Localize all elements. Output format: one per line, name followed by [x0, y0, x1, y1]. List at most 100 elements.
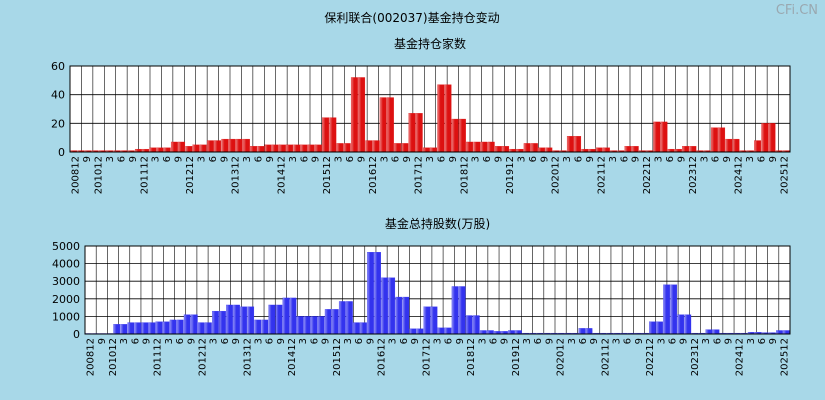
x-tick-label: 9: [539, 156, 550, 162]
x-tick-label: 3: [522, 338, 533, 344]
bar: [278, 144, 286, 153]
bar: [480, 141, 488, 153]
x-tick-label: 9: [186, 338, 197, 344]
x-tick-label: 6: [208, 156, 219, 162]
bar: [631, 146, 639, 153]
x-tick-label: 6: [482, 156, 493, 162]
x-tick-label: 3: [612, 338, 623, 344]
x-tick-label: 6: [665, 156, 676, 162]
bar: [286, 144, 294, 153]
x-tick-label: 6: [436, 156, 447, 162]
bar: [345, 301, 353, 335]
x-tick-label: 6: [668, 338, 679, 344]
bar: [388, 277, 396, 335]
x-tick-label: 3: [477, 338, 488, 344]
x-tick-label: 9: [142, 338, 153, 344]
bar: [451, 286, 459, 335]
bar: [677, 314, 685, 335]
bar: [386, 97, 394, 153]
x-tick-label: 6: [712, 338, 723, 344]
x-tick-label: 202412: [734, 156, 745, 194]
bar: [422, 147, 430, 153]
x-tick-label: 3: [746, 338, 757, 344]
bar: [240, 306, 247, 335]
x-tick-label: 6: [444, 338, 455, 344]
x-tick-label: 6: [309, 338, 320, 344]
x-tick-label: 6: [399, 338, 410, 344]
y-tick-label: 40: [51, 89, 65, 102]
bar: [204, 322, 212, 335]
bar: [331, 309, 339, 335]
bar: [523, 143, 531, 153]
x-tick-label: 9: [321, 338, 332, 344]
bar: [444, 327, 452, 335]
x-tick-label: 202012: [556, 338, 567, 376]
x-tick-label: 201612: [377, 338, 388, 376]
bar: [472, 315, 480, 335]
bar: [149, 147, 157, 153]
chart-title: 基金总持股数(万股): [385, 216, 490, 231]
bar: [545, 147, 553, 153]
bar: [578, 328, 586, 335]
x-tick-label: 9: [589, 338, 600, 344]
bar: [732, 138, 740, 153]
x-tick-label: 6: [162, 156, 173, 162]
bar: [725, 138, 733, 153]
bar: [206, 140, 214, 153]
x-tick-label: 202012: [551, 156, 562, 194]
x-tick-label: 9: [448, 156, 459, 162]
bar: [494, 146, 502, 153]
bar: [282, 297, 290, 335]
bar: [120, 324, 128, 335]
x-tick-label: 201012: [94, 156, 105, 194]
x-tick-label: 6: [533, 338, 544, 344]
bar: [261, 319, 269, 335]
x-tick-label: 200812: [86, 338, 97, 376]
bar: [712, 329, 720, 335]
x-tick-label: 9: [265, 156, 276, 162]
bar: [487, 141, 495, 153]
x-tick-label: 9: [231, 338, 242, 344]
bar: [656, 321, 663, 335]
bar: [178, 141, 186, 153]
x-tick-label: 9: [311, 156, 322, 162]
bar: [444, 84, 452, 153]
bar: [296, 316, 304, 335]
bar: [350, 77, 358, 153]
x-tick-label: 201712: [421, 338, 432, 376]
x-tick-label: 3: [119, 338, 130, 344]
bar: [768, 123, 776, 153]
bar: [466, 141, 474, 153]
x-tick-label: 201112: [139, 156, 150, 194]
y-tick-label: 20: [51, 117, 65, 130]
plot-frame: [69, 65, 791, 153]
bar: [670, 284, 678, 335]
x-tick-label: 9: [276, 338, 287, 344]
bar: [408, 113, 416, 153]
y-tick-label: 3000: [52, 275, 80, 288]
x-tick-label: 6: [757, 338, 768, 344]
bar: [162, 321, 170, 335]
x-tick-label: 6: [711, 156, 722, 162]
x-tick-label: 6: [354, 338, 365, 344]
bar: [437, 327, 445, 335]
x-tick-label: 3: [105, 156, 116, 162]
bar: [423, 306, 431, 335]
x-tick-label: 3: [242, 156, 253, 162]
chart-title: 基金持仓家数: [394, 36, 466, 51]
x-tick-label: 3: [288, 156, 299, 162]
bar: [221, 138, 229, 153]
bar: [250, 146, 258, 153]
x-tick-label: 3: [516, 156, 527, 162]
bar: [155, 321, 163, 335]
x-tick-label: 6: [574, 156, 585, 162]
bar: [176, 319, 184, 335]
y-tick-label: 0: [58, 146, 65, 159]
x-tick-label: 6: [299, 156, 310, 162]
bar: [170, 141, 178, 153]
bar: [486, 330, 494, 335]
bar: [257, 146, 265, 153]
bar: [214, 140, 222, 153]
bar: [479, 330, 487, 335]
x-tick-label: 6: [265, 338, 276, 344]
